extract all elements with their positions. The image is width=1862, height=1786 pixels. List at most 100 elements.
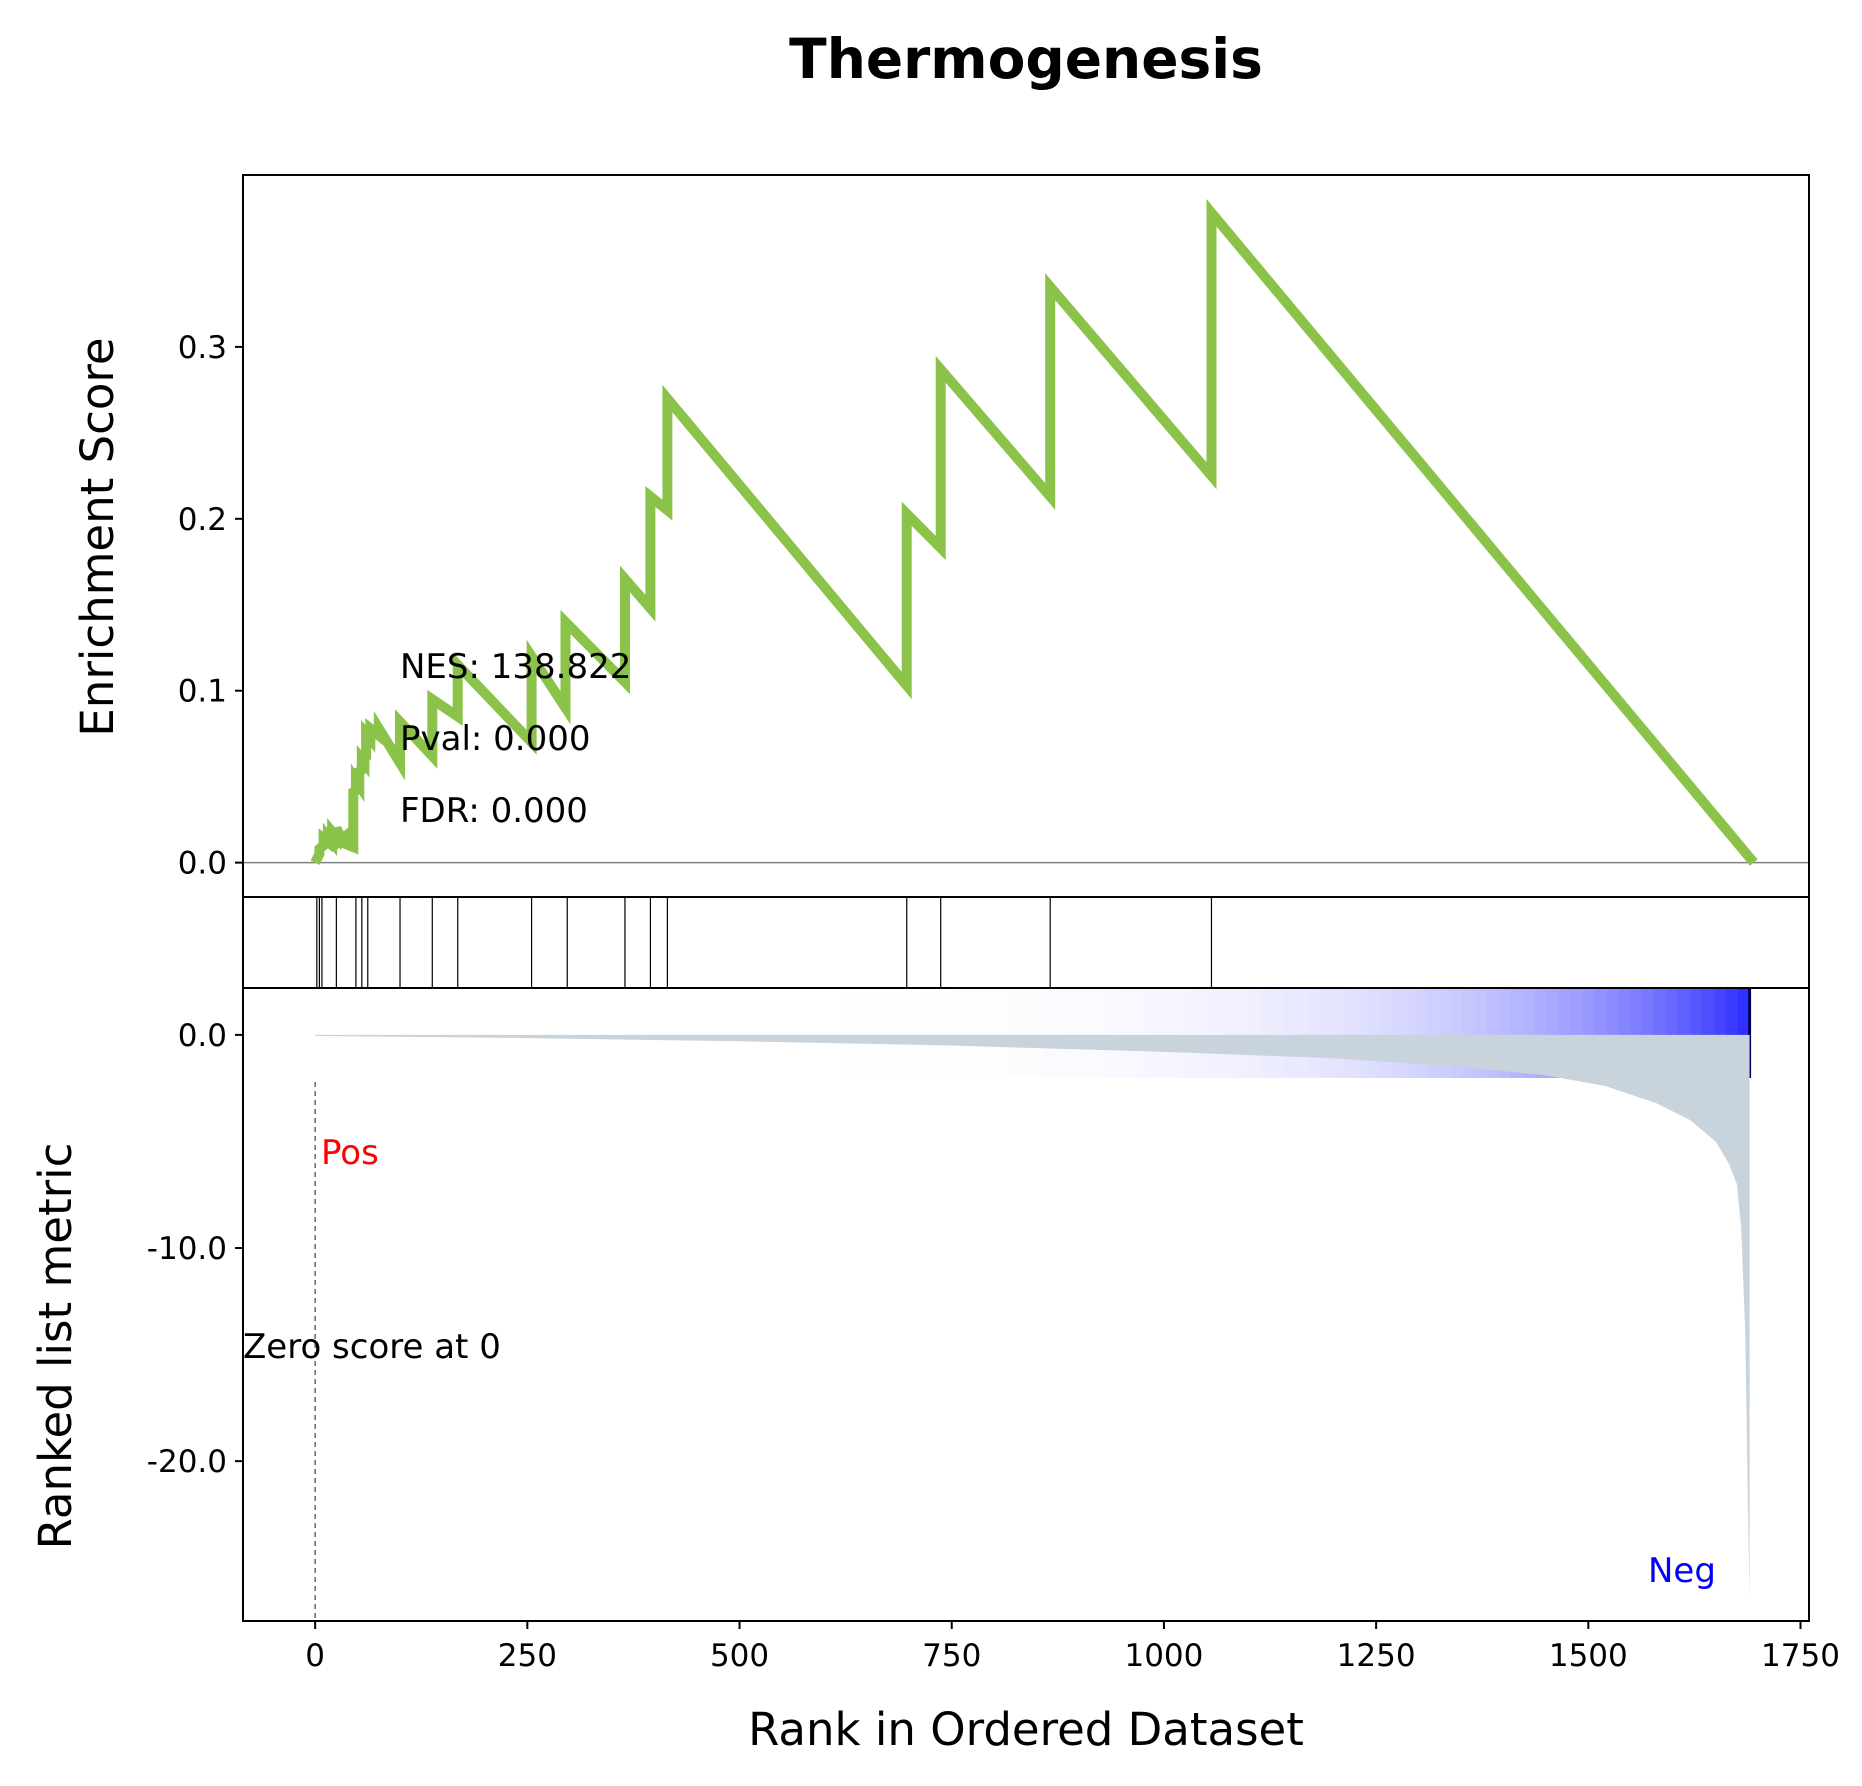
heat-cell <box>398 988 412 1078</box>
pos-label: Pos <box>321 1133 379 1173</box>
es-y-tick-label: 0.1 <box>178 674 227 710</box>
zero-score-label: Zero score at 0 <box>243 1327 501 1367</box>
heat-cell <box>1355 988 1368 1078</box>
heat-cell <box>1056 988 1069 1078</box>
heat-cell <box>482 988 496 1078</box>
heat-cell <box>769 988 782 1078</box>
heat-cell <box>637 988 651 1078</box>
heat-cell <box>781 988 794 1078</box>
heat-cell <box>470 988 484 1078</box>
heat-cell <box>649 988 663 1078</box>
heat-cell <box>1068 988 1081 1078</box>
pval-annotation: Pval: 0.000 <box>400 719 591 759</box>
heat-cell <box>912 988 926 1078</box>
heat-cell <box>709 988 723 1078</box>
heat-cell <box>948 988 962 1078</box>
heat-cell <box>1020 988 1033 1078</box>
heat-cell <box>1283 988 1296 1078</box>
heat-cell <box>613 988 627 1078</box>
heat-cell <box>661 988 675 1078</box>
heat-cell <box>793 988 806 1078</box>
metric-y-tick-label: 0.0 <box>178 1018 227 1054</box>
heat-cell <box>1379 988 1392 1078</box>
heat-cell <box>721 988 735 1078</box>
heat-cell <box>1402 988 1416 1078</box>
heat-cell <box>506 988 519 1078</box>
es-y-tick-label: 0.3 <box>178 330 227 366</box>
heat-cell <box>1259 988 1273 1078</box>
heat-cell <box>745 988 759 1078</box>
ranked-metric-area <box>315 1034 1750 1600</box>
heat-cell <box>841 988 854 1078</box>
heat-cell <box>1104 988 1117 1078</box>
heat-cell <box>936 988 950 1078</box>
es-frame <box>242 174 1810 898</box>
heat-cell <box>554 988 567 1078</box>
heat-cell <box>446 988 460 1078</box>
heat-cell <box>339 988 352 1078</box>
heat-cell <box>625 988 639 1078</box>
heat-cell <box>1044 988 1057 1078</box>
heat-cell <box>1223 988 1237 1078</box>
es-axis-title: Enrichment Score <box>71 337 124 736</box>
heat-cell <box>685 988 699 1078</box>
x-axis-ticks: 0 250 500 750 1000 1250 1500 1750 <box>305 1621 1840 1674</box>
heat-cell <box>494 988 508 1078</box>
heat-cell <box>1151 988 1165 1078</box>
heat-cell <box>1307 988 1320 1078</box>
x-tick-label: 1500 <box>1549 1638 1628 1674</box>
heat-cell <box>960 988 974 1078</box>
heat-cell <box>673 988 687 1078</box>
heat-cell <box>1271 988 1284 1078</box>
heat-cell <box>1139 988 1153 1078</box>
fdr-annotation: FDR: 0.000 <box>400 791 588 831</box>
heat-cell <box>1390 988 1404 1078</box>
heat-cell <box>1092 988 1105 1078</box>
heat-cell <box>733 988 747 1078</box>
heat-cell <box>1331 988 1344 1078</box>
heat-cell <box>1032 988 1045 1078</box>
metric-axis-title: Ranked list metric <box>29 1143 82 1550</box>
nes-annotation: NES: 138.822 <box>400 647 631 687</box>
heat-cell <box>566 988 579 1078</box>
hits-panel <box>242 896 1810 989</box>
heat-cell <box>900 988 914 1078</box>
heat-cell <box>1008 988 1022 1078</box>
heat-cell <box>817 988 830 1078</box>
neg-label: Neg <box>1648 1551 1716 1591</box>
metric-frame <box>242 987 1810 1622</box>
heat-cell <box>1127 988 1141 1078</box>
heat-cell <box>351 988 364 1078</box>
hit-markers <box>316 897 1213 988</box>
metric-y-tick-label: -20.0 <box>147 1444 227 1480</box>
heat-cell <box>1211 988 1225 1078</box>
heat-cell <box>327 988 340 1078</box>
heat-cell <box>542 988 555 1078</box>
heat-cell <box>1367 988 1380 1078</box>
heat-cell <box>972 988 986 1078</box>
heat-cell <box>1187 988 1201 1078</box>
es-y-ticks: 0.0 0.1 0.2 0.3 <box>178 330 243 882</box>
heat-cell <box>374 988 388 1078</box>
heat-cell <box>924 988 938 1078</box>
heat-cell <box>996 988 1010 1078</box>
heat-cell <box>1235 988 1249 1078</box>
heat-cell <box>805 988 818 1078</box>
heat-cell <box>590 988 603 1078</box>
es-y-tick-label: 0.2 <box>178 502 227 538</box>
heat-cell <box>1343 988 1356 1078</box>
x-tick-label: 0 <box>305 1638 325 1674</box>
metric-panel: 0.0 -10.0 -20.0 Zero score at 0 Pos Neg Ra… <box>29 987 1810 1622</box>
heat-cell <box>1163 988 1177 1078</box>
heat-cell <box>518 988 531 1078</box>
heat-cell <box>888 988 902 1078</box>
heat-cell <box>434 988 448 1078</box>
heat-cell <box>1080 988 1093 1078</box>
heat-cell <box>410 988 424 1078</box>
heat-cell <box>530 988 543 1078</box>
x-tick-label: 1250 <box>1337 1638 1416 1674</box>
x-tick-label: 250 <box>498 1638 557 1674</box>
heat-cell <box>362 988 376 1078</box>
heat-cell <box>1116 988 1129 1078</box>
